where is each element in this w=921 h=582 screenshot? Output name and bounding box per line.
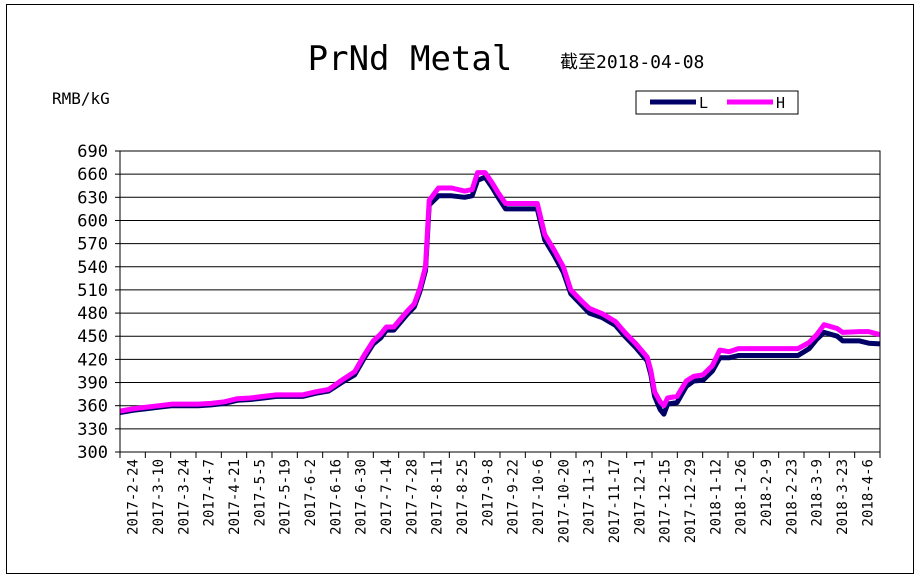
x-tick-label-17: 2017-10-20	[556, 459, 572, 543]
legend-box	[635, 90, 799, 115]
x-tick-label-7: 2017-6-2	[303, 459, 319, 526]
series-lines	[119, 170, 881, 417]
x-tick-label-28: 2018-3-23	[835, 459, 851, 535]
x-tick-label-0: 2017-2-24	[126, 459, 142, 535]
x-tick-label-1: 2017-3-10	[151, 459, 167, 535]
x-tick-label-11: 2017-7-28	[404, 459, 420, 535]
x-tick-label-9: 2017-6-30	[354, 459, 370, 535]
x-tick-label-8: 2017-6-16	[328, 459, 344, 535]
x-tick-label-16: 2017-10-6	[531, 459, 547, 535]
x-tick-label-2: 2017-3-24	[176, 459, 192, 535]
x-tick-label-19: 2017-11-17	[607, 459, 623, 543]
x-tick-label-29: 2018-4-6	[860, 459, 876, 526]
y-tick-label-3: 390	[77, 374, 108, 394]
series-line-l	[119, 174, 881, 417]
plot-area	[119, 150, 881, 453]
y-tick-label-1: 330	[77, 420, 108, 440]
x-tick-label-22: 2017-12-29	[683, 459, 699, 543]
x-tick-label-18: 2017-11-3	[582, 459, 598, 535]
chart-subtitle: 截至2018-04-08	[560, 52, 704, 73]
y-tick-label-2: 360	[77, 397, 108, 417]
legend-label-l: L	[699, 94, 708, 112]
x-tick-label-12: 2017-8-11	[430, 459, 446, 535]
x-tick-label-5: 2017-5-5	[252, 459, 268, 526]
x-tick-label-4: 2017-4-21	[227, 459, 243, 535]
y-tick-label-7: 510	[77, 281, 108, 301]
x-tick-label-14: 2017-9-8	[480, 459, 496, 526]
x-tick-label-24: 2018-1-26	[734, 459, 750, 535]
y-tick-label-5: 450	[77, 327, 108, 347]
series-line-h	[119, 170, 881, 414]
legend: L H	[635, 90, 799, 115]
x-tick-label-25: 2018-2-9	[759, 459, 775, 526]
y-tick-label-8: 540	[77, 258, 108, 278]
y-tick-label-0: 300	[77, 443, 108, 463]
chart-title: PrNd Metal	[308, 39, 513, 79]
y-axis: 300 330 360 390 420 450 480 510 540 570 600 630 660 6…	[77, 142, 120, 463]
x-tick-label-13: 2017-8-25	[455, 459, 471, 535]
y-tick-label-6: 480	[77, 304, 108, 324]
x-tick-label-15: 2017-9-22	[506, 459, 522, 535]
x-tick-label-3: 2017-4-7	[202, 459, 218, 526]
y-tick-label-11: 630	[77, 188, 108, 208]
x-tick-label-23: 2018-1-12	[708, 459, 724, 535]
y-tick-label-13: 690	[77, 142, 108, 162]
x-tick-label-26: 2018-2-23	[784, 459, 800, 535]
y-tick-label-12: 660	[77, 165, 108, 185]
y-tick-label-10: 600	[77, 211, 108, 231]
x-tick-label-10: 2017-7-14	[379, 459, 395, 535]
y-tick-label-9: 570	[77, 235, 108, 255]
x-tick-label-20: 2017-12-1	[632, 459, 648, 535]
legend-label-h: H	[776, 94, 785, 112]
x-axis: 2017-2-24 2017-3-10 2017-3-24 2017-4-7 2017-…	[119, 452, 881, 543]
y-axis-unit: RMB/kG	[52, 89, 110, 108]
y-tick-label-4: 420	[77, 350, 108, 370]
x-tick-label-21: 2017-12-15	[658, 459, 674, 543]
x-tick-label-6: 2017-5-19	[278, 459, 294, 535]
x-tick-label-27: 2018-3-9	[810, 459, 826, 526]
